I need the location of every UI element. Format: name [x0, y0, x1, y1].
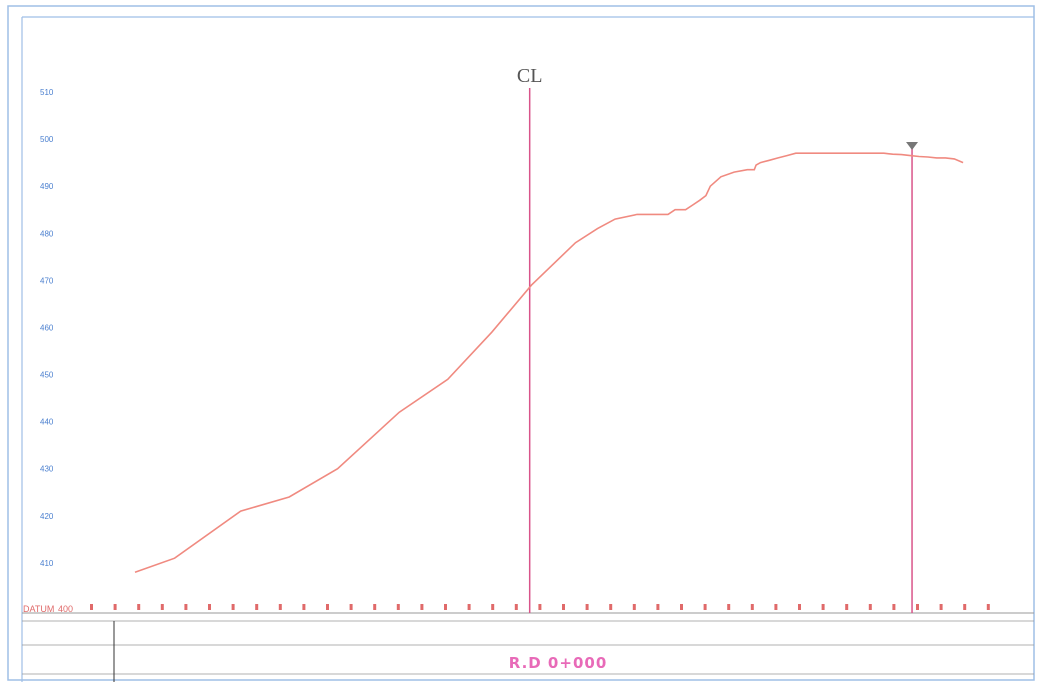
- datum-tick: [278, 604, 282, 610]
- y-tick-label-410: 410: [40, 559, 54, 568]
- datum-tick: [538, 604, 542, 610]
- datum-tick: [821, 604, 825, 610]
- y-tick-label-460: 460: [40, 323, 54, 332]
- datum-tick: [491, 604, 495, 610]
- datum-tick: [632, 604, 636, 610]
- end-marker-arrow-icon: [906, 142, 919, 150]
- datum-tick: [349, 604, 353, 610]
- datum-label: DATUM: [23, 604, 54, 614]
- y-tick-label-480: 480: [40, 229, 54, 238]
- y-tick-label-490: 490: [40, 182, 54, 191]
- datum-tick: [137, 604, 141, 610]
- y-tick-label-510: 510: [40, 88, 54, 97]
- datum-tick: [302, 604, 306, 610]
- band-label-rd: R.D 0+000: [509, 654, 608, 672]
- datum-tick: [892, 604, 896, 610]
- datum-tick: [90, 604, 93, 610]
- datum-tick: [609, 604, 613, 610]
- datum-tick: [231, 604, 235, 610]
- datum-tick: [774, 604, 778, 610]
- datum-tick: [963, 604, 967, 610]
- datum-tick: [562, 604, 565, 610]
- y-tick-label-500: 500: [40, 135, 54, 144]
- y-tick-label-420: 420: [40, 512, 54, 521]
- datum-tick: [444, 604, 447, 610]
- datum-tick: [986, 604, 990, 610]
- ground-profile-line: [134, 152, 964, 574]
- y-tick-label-430: 430: [40, 465, 54, 474]
- datum-tick: [845, 604, 849, 610]
- datum-tick: [373, 604, 377, 610]
- datum-tick: [208, 604, 211, 610]
- datum-tick-marks: [90, 604, 990, 610]
- datum-tick: [750, 604, 754, 610]
- datum-tick: [113, 604, 117, 610]
- datum-tick: [184, 604, 188, 610]
- y-tick-labels: 410 420 430 440 450 460 470 480 490 500 510: [40, 88, 54, 568]
- datum-tick: [396, 604, 400, 610]
- datum-tick: [916, 604, 919, 610]
- datum-value: 400: [58, 604, 73, 614]
- datum-tick: [160, 604, 164, 610]
- datum-tick: [727, 604, 731, 610]
- y-tick-label-440: 440: [40, 418, 54, 427]
- datum-tick: [656, 604, 660, 610]
- datum-tick: [326, 604, 329, 610]
- y-tick-label-450: 450: [40, 371, 54, 380]
- datum-tick: [868, 604, 872, 610]
- datum-tick: [939, 604, 943, 610]
- datum-tick: [703, 604, 707, 610]
- datum-tick: [420, 604, 424, 610]
- page-frame: [7, 5, 1035, 681]
- y-tick-label-470: 470: [40, 276, 54, 285]
- datum-tick: [585, 604, 589, 610]
- datum-tick: [514, 604, 518, 610]
- centerline-label: CL: [517, 65, 543, 87]
- datum-tick: [680, 604, 683, 610]
- datum-tick: [798, 604, 801, 610]
- datum-tick: [255, 604, 259, 610]
- datum-tick: [467, 604, 471, 610]
